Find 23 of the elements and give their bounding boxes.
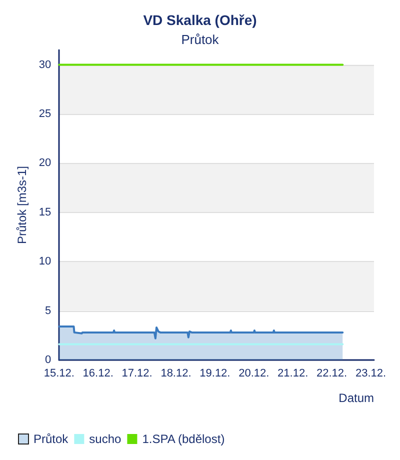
x-tick-label: 23.12. (355, 368, 386, 380)
x-tick-label: 15.12. (44, 368, 74, 380)
y-axis-title: Průtok [m3s-1] (15, 166, 29, 244)
y-tick-label: 5 (45, 304, 52, 317)
legend-label: sucho (89, 432, 122, 446)
legend-label: Průtok (34, 432, 70, 446)
x-tick-label: 18.12. (160, 368, 192, 380)
x-tick-label: 17.12. (122, 368, 152, 380)
x-tick-label: 19.12. (200, 368, 230, 380)
y-tick-label: 10 (38, 256, 52, 268)
y-tick-label: 0 (45, 354, 52, 366)
y-tick-label: 25 (38, 108, 52, 120)
y-tick-label: 20 (38, 157, 52, 170)
x-tick-label: 21.12. (278, 368, 308, 380)
y-tick-label: 30 (38, 58, 52, 71)
x-tick-label: 22.12. (316, 368, 348, 380)
y-tick-label: 15 (38, 206, 52, 218)
legend-label: 1.SPA (bdělost) (142, 432, 225, 446)
x-tick-label: 20.12. (238, 368, 270, 380)
x-axis-title: Datum (338, 391, 374, 405)
chart-subtitle: Průtok (181, 32, 220, 47)
x-tick-label: 16.12. (82, 368, 114, 380)
chart-title: VD Skalka (Ohře) (143, 12, 257, 28)
